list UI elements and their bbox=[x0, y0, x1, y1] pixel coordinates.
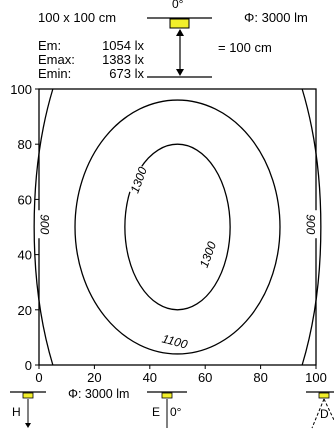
x-tick-label: 80 bbox=[253, 370, 267, 385]
footer-e-label: E bbox=[152, 405, 160, 419]
svg-text:1300: 1300 bbox=[128, 165, 150, 195]
luminaire-icon bbox=[169, 18, 190, 29]
isolux-line-900-left bbox=[33, 88, 54, 366]
footer-e-diagram: E 0° bbox=[147, 391, 187, 428]
plot-frame bbox=[38, 88, 317, 366]
isolux-line-1100 bbox=[74, 99, 281, 355]
x-tick-label: 40 bbox=[143, 370, 157, 385]
svg-text:900: 900 bbox=[303, 214, 317, 234]
footer-flux-label: Φ: 3000 lm bbox=[68, 387, 129, 401]
y-tick-label: 20 bbox=[18, 303, 32, 318]
y-tick-label: 80 bbox=[18, 137, 32, 152]
luminaire-small-icon bbox=[318, 392, 330, 399]
x-tick-label: 20 bbox=[87, 370, 101, 385]
y-tick-label: 0 bbox=[25, 358, 32, 373]
distance-label: = 100 cm bbox=[218, 40, 272, 55]
contour-label: 1300 bbox=[195, 238, 220, 271]
contour-label: 1300 bbox=[126, 164, 151, 196]
x-tick-label: 100 bbox=[305, 370, 327, 385]
luminaire-distance-diagram bbox=[147, 17, 212, 78]
em-label: Em: bbox=[38, 38, 61, 53]
flux-label: Φ: 3000 lm bbox=[244, 10, 308, 25]
axis-ticks: 0 20 40 60 80 100 0 20 40 60 80 100 bbox=[10, 82, 327, 385]
contour-label: 900 bbox=[37, 210, 53, 239]
footer-d-diagram: D bbox=[306, 391, 334, 429]
arrow-up-icon bbox=[176, 29, 184, 36]
footer-h-label: H bbox=[12, 405, 21, 419]
emax-value: 1383 lx bbox=[102, 52, 144, 67]
svg-text:1100: 1100 bbox=[160, 331, 189, 351]
footer-e-angle: 0° bbox=[170, 405, 182, 419]
footer-d-label: D bbox=[320, 407, 329, 421]
arrow-down-icon bbox=[176, 69, 184, 76]
footer-h-diagram: H bbox=[10, 391, 46, 428]
y-tick-label: 40 bbox=[18, 248, 32, 263]
emin-value: 673 lx bbox=[109, 66, 144, 81]
isolux-line-900-right bbox=[301, 88, 322, 366]
em-value: 1054 lx bbox=[102, 38, 144, 53]
y-tick-label: 60 bbox=[18, 192, 32, 207]
svg-text:1300: 1300 bbox=[197, 239, 219, 269]
emax-label: Emax: bbox=[38, 52, 75, 67]
contour-label: 1100 bbox=[159, 330, 191, 352]
y-tick-label: 100 bbox=[10, 82, 32, 97]
angle-label: 0° bbox=[172, 0, 184, 11]
area-label: 100 x 100 cm bbox=[38, 10, 116, 25]
x-tick-label: 0 bbox=[35, 370, 42, 385]
arrow-down-icon bbox=[25, 423, 31, 428]
svg-text:900: 900 bbox=[38, 214, 52, 234]
x-tick-label: 60 bbox=[198, 370, 212, 385]
isolux-contours: 1300 1300 1100 900 900 bbox=[33, 88, 322, 366]
isolux-line-1300 bbox=[124, 143, 231, 311]
emin-label: Emin: bbox=[38, 66, 71, 81]
luminaire-small-icon bbox=[161, 392, 173, 399]
luminaire-small-icon bbox=[22, 392, 34, 399]
contour-label: 900 bbox=[303, 210, 319, 239]
